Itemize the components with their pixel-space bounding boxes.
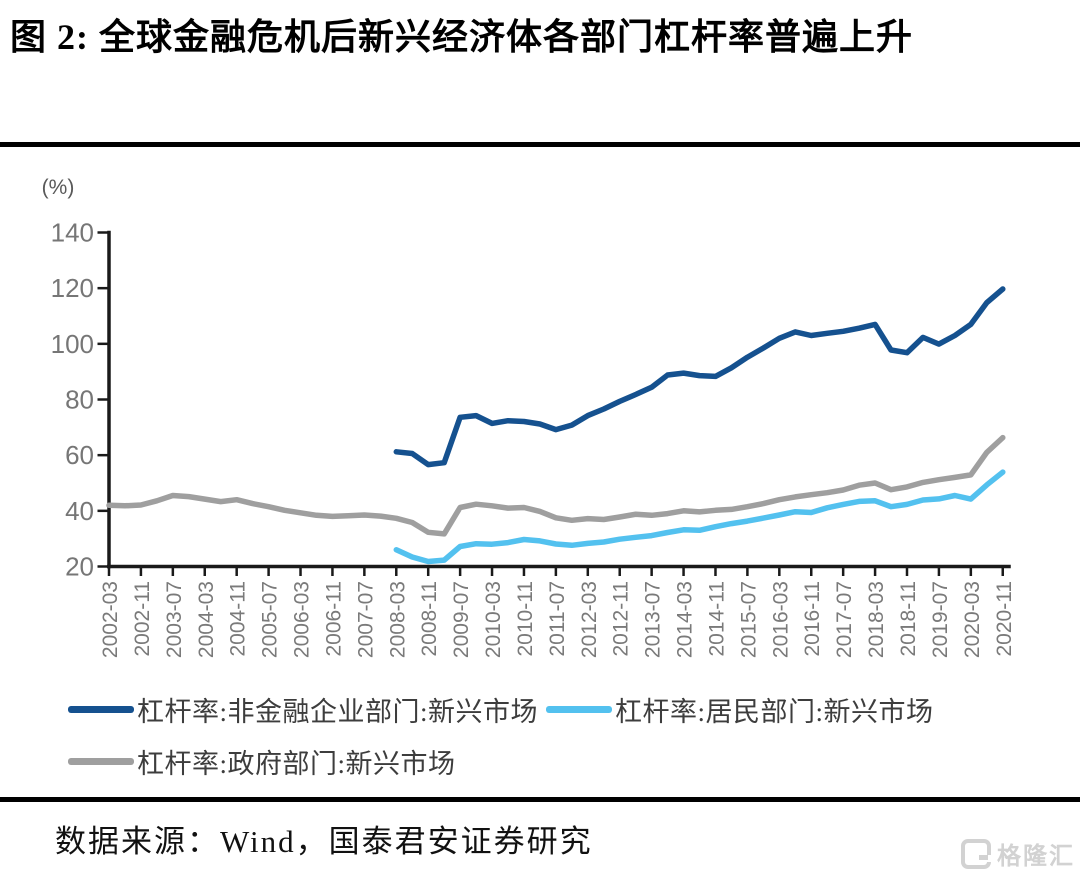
x-axis-tick-label: 2009-07 — [450, 581, 473, 658]
x-axis-tick-label: 2013-07 — [642, 581, 665, 658]
x-axis-tick-label: 2017-07 — [833, 581, 856, 658]
x-axis-tick-label: 2012-11 — [610, 581, 633, 657]
x-axis-tick-label: 2019-07 — [929, 581, 952, 658]
corporate-series-label: 杠杆率:非金融企业部门:新兴市场 — [137, 697, 539, 727]
government-series-swatch — [68, 758, 134, 765]
x-axis-tick-label: 2011-07 — [546, 581, 569, 657]
figure-title: 图 2: 全球金融危机后新兴经济体各部门杠杆率普遍上升 — [10, 17, 913, 57]
data-source-text: 数据来源：Wind，国泰君安证券研究 — [55, 824, 593, 859]
x-axis-tick-label: 2014-03 — [674, 581, 697, 658]
x-axis-tick-label: 2012-03 — [578, 581, 601, 658]
y-axis-tick-label: 120 — [51, 273, 94, 303]
household-series-swatch — [546, 706, 613, 713]
government-series-label: 杠杆率:政府部门:新兴市场 — [137, 749, 456, 779]
leverage-ratio-line-chart: (%) 20 40 60 80 100 120 140 2002-03 2002-11 2003-0… — [42, 176, 1016, 658]
footer-divider-line — [0, 797, 1080, 802]
x-axis-tick-label: 2002-03 — [99, 581, 122, 658]
series-line — [393, 286, 1006, 468]
x-axis-tick-label: 2018-11 — [897, 581, 920, 657]
legend-item-household: 杠杆率:居民部门:新兴市场 — [546, 690, 934, 729]
x-axis-tick-label: 2016-11 — [801, 581, 824, 657]
x-axis-tick-label: 2006-11 — [322, 581, 345, 657]
x-axis-tick-label: 2008-11 — [418, 581, 441, 657]
y-axis-unit-label: (%) — [42, 176, 75, 199]
y-axis-tick-label: 40 — [65, 496, 94, 526]
x-axis-tick-label: 2002-11 — [131, 581, 154, 657]
x-axis-tick-label: 2006-03 — [291, 581, 314, 658]
household-series-label: 杠杆率:居民部门:新兴市场 — [615, 697, 934, 727]
x-axis-tick-label: 2020-11 — [993, 581, 1016, 657]
x-axis-tick-label: 2020-03 — [961, 581, 984, 658]
legend-row-2: 杠杆率:政府部门:新兴市场 — [68, 742, 1028, 781]
x-axis-tick-label: 2015-07 — [737, 581, 760, 658]
x-axis-tick-label: 2018-03 — [865, 581, 888, 658]
x-axis-tick-label: 2004-03 — [195, 581, 218, 658]
series-line — [106, 434, 1006, 537]
series-line — [393, 469, 1006, 565]
x-axis-tick-label: 2008-03 — [386, 581, 409, 658]
gelonghui-logo-text: 格隆汇 — [997, 843, 1075, 870]
y-axis-tick-label: 140 — [51, 218, 94, 248]
x-axis-tick-label: 2007-07 — [354, 581, 377, 658]
y-axis-tick-label: 60 — [65, 440, 94, 470]
gelonghui-watermark: 格隆汇 — [961, 836, 1075, 870]
gelonghui-logo-icon — [961, 838, 991, 869]
legend-item-corporate: 杠杆率:非金融企业部门:新兴市场 — [68, 690, 538, 729]
chart-legend: 杠杆率:非金融企业部门:新兴市场 杠杆率:居民部门:新兴市场 杠杆率:政府部门:… — [68, 690, 1028, 794]
legend-item-government: 杠杆率:政府部门:新兴市场 — [68, 742, 456, 781]
corporate-series-swatch — [68, 706, 134, 713]
x-axis-tick-label: 2010-11 — [514, 581, 537, 657]
y-axis-tick-label: 20 — [65, 552, 94, 582]
x-axis-tick-label: 2016-03 — [769, 581, 792, 658]
y-axis-tick-label: 80 — [65, 385, 94, 415]
x-axis-tick-label: 2005-07 — [259, 581, 282, 658]
x-axis-tick-label: 2014-11 — [705, 581, 728, 657]
y-axis-tick-label: 100 — [51, 329, 94, 359]
title-divider-line — [0, 142, 1080, 147]
legend-row-1: 杠杆率:非金融企业部门:新兴市场 杠杆率:居民部门:新兴市场 — [68, 690, 1028, 729]
x-axis-tick-label: 2010-03 — [482, 581, 505, 658]
x-axis-tick-label: 2003-07 — [163, 581, 186, 658]
x-axis-tick-label: 2004-11 — [227, 581, 250, 657]
